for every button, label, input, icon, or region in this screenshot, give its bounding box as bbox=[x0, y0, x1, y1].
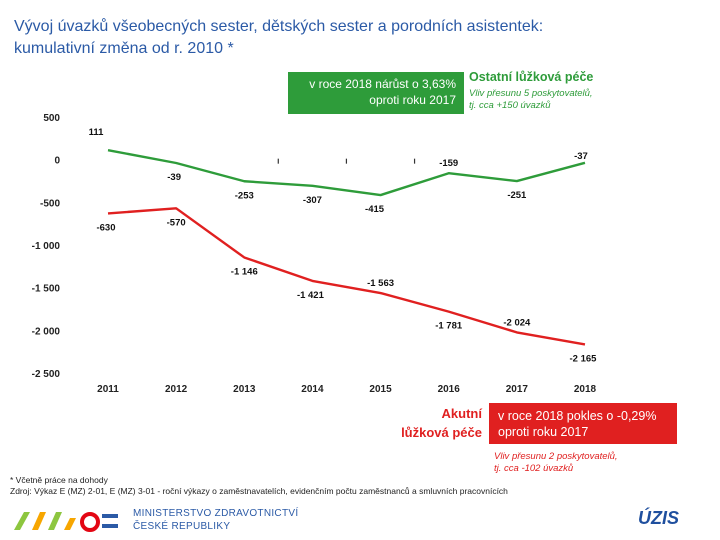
green-note-line1: Vliv přesunu 5 poskytovatelů, bbox=[469, 88, 593, 99]
x-tick-label: 2014 bbox=[301, 384, 324, 395]
green-box-line1: v roce 2018 nárůst o 3,63% bbox=[309, 77, 456, 91]
red-data-label: -2 165 bbox=[570, 353, 598, 364]
x-tick-label: 2015 bbox=[369, 384, 392, 395]
green-data-label: -415 bbox=[365, 204, 385, 215]
red-head-line2: lůžková péče bbox=[401, 425, 482, 440]
x-tick-label: 2018 bbox=[574, 384, 597, 395]
green-note: Vliv přesunu 5 poskytovatelů, tj. cca +1… bbox=[469, 88, 629, 112]
red-note: Vliv přesunu 2 poskytovatelů, tj. cca -1… bbox=[494, 451, 664, 475]
red-data-label: -2 024 bbox=[503, 317, 531, 328]
chart-title: Vývoj úvazků všeobecných sester, dětskýc… bbox=[14, 16, 694, 60]
y-tick-label: -2 500 bbox=[32, 369, 61, 380]
source-line: Zdroj: Výkaz E (MZ) 2-01, E (MZ) 3-01 - … bbox=[10, 486, 508, 496]
ministry-name: MINISTERSTVO ZDRAVOTNICTVÍ ČESKÉ REPUBLI… bbox=[133, 507, 298, 533]
green-data-label: -159 bbox=[439, 158, 458, 169]
y-tick-label: -1 500 bbox=[32, 284, 61, 295]
red-data-label: -1 563 bbox=[367, 278, 394, 289]
green-data-label: -251 bbox=[507, 190, 527, 201]
green-data-label: -253 bbox=[235, 190, 254, 201]
x-tick-label: 2013 bbox=[233, 384, 256, 395]
y-tick-label: 500 bbox=[43, 113, 60, 124]
red-data-label: -570 bbox=[167, 217, 186, 228]
green-data-label: -39 bbox=[167, 172, 181, 183]
footnote-line1: * Včetně práce na dohody bbox=[10, 475, 108, 485]
red-data-label: -1 421 bbox=[297, 290, 325, 301]
green-series-line bbox=[107, 149, 586, 197]
y-tick-label: -500 bbox=[40, 198, 60, 209]
x-tick-label: 2011 bbox=[97, 384, 119, 395]
x-tick-label: 2017 bbox=[506, 384, 529, 395]
ministry-logo-icon bbox=[14, 512, 118, 532]
y-tick-label: 0 bbox=[54, 156, 60, 167]
y-tick-label: -1 000 bbox=[32, 241, 61, 252]
red-series-line bbox=[107, 207, 586, 346]
green-data-label: -307 bbox=[303, 195, 322, 206]
green-box-line2: oproti roku 2017 bbox=[369, 93, 456, 107]
red-data-label: -1 146 bbox=[231, 266, 258, 277]
footnote: * Včetně práce na dohody Zdroj: Výkaz E … bbox=[10, 475, 508, 497]
red-head-line1: Akutní bbox=[441, 406, 482, 421]
red-box-line2: oproti roku 2017 bbox=[498, 425, 589, 439]
x-tick-label: 2012 bbox=[165, 384, 188, 395]
green-series-label: Ostatní lůžková péče bbox=[469, 70, 594, 84]
red-series-label: Akutní lůžková péče bbox=[392, 404, 482, 442]
red-data-label: -1 781 bbox=[435, 321, 463, 332]
red-annotation-box: v roce 2018 pokles o -0,29% oproti roku … bbox=[489, 403, 677, 444]
ministry-line2: ČESKÉ REPUBLIKY bbox=[133, 521, 231, 532]
chart-title-line2: kumulativní změna od r. 2010 * bbox=[14, 40, 234, 57]
red-note-line2: tj. cca -102 úvazků bbox=[494, 463, 574, 474]
green-note-line2: tj. cca +150 úvazků bbox=[469, 100, 551, 111]
uzis-logo: ÚZIS bbox=[638, 508, 680, 528]
green-annotation-box: v roce 2018 nárůst o 3,63% oproti roku 2… bbox=[288, 72, 464, 114]
x-tick-label: 2016 bbox=[438, 384, 461, 395]
red-note-line1: Vliv přesunu 2 poskytovatelů, bbox=[494, 451, 618, 462]
y-tick-label: -2 000 bbox=[32, 326, 61, 337]
red-box-line1: v roce 2018 pokles o -0,29% bbox=[498, 409, 657, 423]
green-data-label: -37 bbox=[574, 151, 588, 162]
green-data-label: 111 bbox=[89, 127, 105, 138]
chart-title-line1: Vývoj úvazků všeobecných sester, dětskýc… bbox=[14, 18, 544, 35]
red-data-label: -630 bbox=[96, 222, 115, 233]
ministry-line1: MINISTERSTVO ZDRAVOTNICTVÍ bbox=[133, 508, 299, 519]
